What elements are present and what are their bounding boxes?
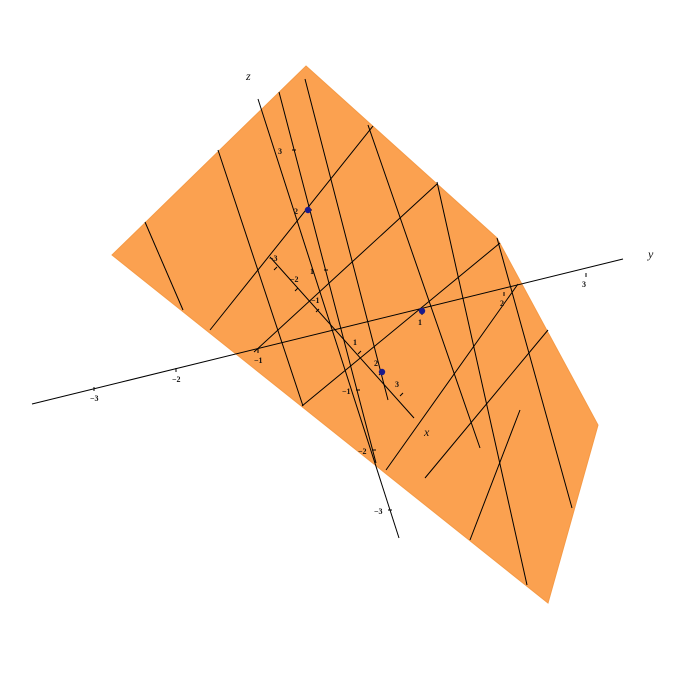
z-axis-line — [257, 98, 400, 539]
mesh-line — [367, 124, 481, 449]
x-axis-tick — [315, 308, 320, 313]
z-axis-tick-label: −2 — [358, 447, 367, 456]
mesh-line — [209, 125, 374, 331]
z-axis-tick-label: −3 — [374, 507, 383, 516]
plane-surface — [111, 65, 599, 604]
plane-mesh-lines-b — [209, 125, 549, 541]
x-axis-label: x — [423, 425, 430, 439]
z-axis-tick-label: −1 — [342, 387, 351, 396]
x-axis-tick — [294, 287, 299, 292]
mesh-line — [253, 183, 438, 353]
mesh-line — [278, 91, 377, 464]
y-axis-tick-label: −1 — [254, 356, 263, 365]
mesh-line — [301, 242, 501, 407]
mesh-line — [496, 237, 573, 509]
marked-points — [304, 206, 426, 376]
y-axis-label: y — [647, 247, 654, 261]
z-axis-tick-label: 1 — [310, 267, 314, 276]
mesh-line — [217, 149, 304, 407]
y-axis-tick-label: −2 — [172, 375, 181, 384]
y-axis-tick-label: −3 — [90, 394, 99, 403]
x-axis-tick-label: −1 — [311, 296, 320, 305]
plane-mesh-lines-a — [144, 78, 573, 586]
z-axis-label: z — [245, 69, 251, 83]
mesh-line — [144, 221, 184, 311]
x-axis-tick-label: 1 — [353, 338, 357, 347]
x-axis-tick — [357, 350, 362, 355]
mesh-line — [385, 283, 519, 471]
x-axis-tick-label: 3 — [395, 380, 399, 389]
z-axis-tick-label: 3 — [278, 147, 282, 156]
x-axis-line — [269, 256, 415, 419]
x-axis-tick-label: −2 — [290, 275, 299, 284]
mesh-line — [469, 409, 521, 541]
point-on-z-axis — [304, 206, 312, 214]
mesh-line — [424, 329, 549, 479]
point-on-x-axis — [378, 368, 386, 376]
y-axis-tick-label: 1 — [418, 318, 422, 327]
x-axis-tick — [273, 266, 278, 271]
z-axis-tick-label: 2 — [294, 207, 298, 216]
x-axis-tick — [399, 392, 404, 397]
mesh-line — [436, 181, 528, 586]
point-on-y-axis — [418, 307, 426, 315]
y-axis-line — [31, 258, 624, 405]
x-axis-tick-label: −3 — [269, 254, 278, 263]
y-axis-tick-label: 3 — [582, 280, 586, 289]
x-axis-tick-label: 2 — [374, 359, 378, 368]
y-axis-tick-label: 2 — [500, 299, 504, 308]
